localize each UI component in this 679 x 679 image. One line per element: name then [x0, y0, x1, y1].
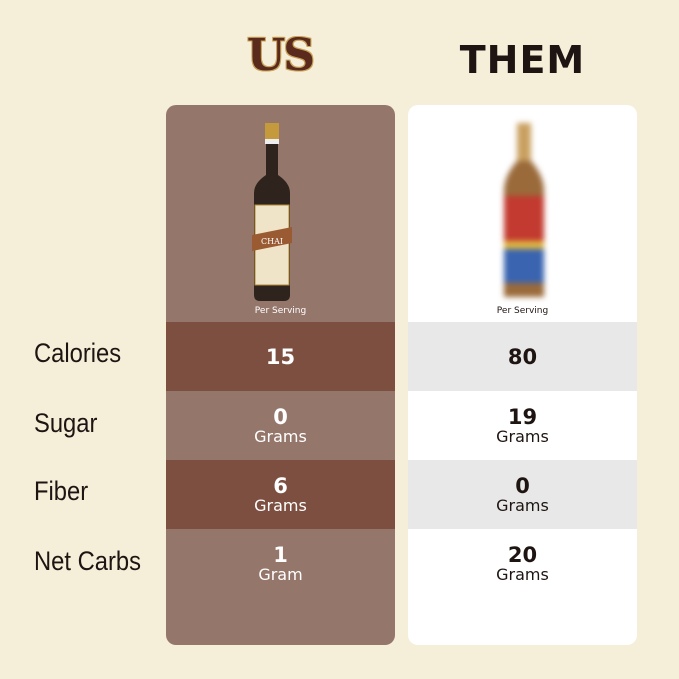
them-sugar-value: 19	[507, 404, 538, 429]
them-per-serving: Per Serving	[496, 306, 549, 316]
them-sugar-unit: Grams	[496, 426, 549, 446]
them-calories-value: 80	[507, 344, 538, 369]
them-calories-row: 80	[408, 322, 637, 391]
them-product-bottle-image	[504, 123, 544, 297]
them-sugar-row: 19 Grams	[408, 391, 637, 460]
us-net-carbs-unit: Gram	[258, 564, 303, 584]
them-net-carbs-row: 20 Grams	[408, 529, 637, 598]
them-net-carbs-unit: Grams	[496, 564, 549, 584]
label-sugar: Sugar	[34, 408, 98, 438]
label-net-carbs: Net Carbs	[34, 546, 141, 576]
us-sugar-row: 0 Grams	[166, 391, 395, 460]
us-calories-value: 15	[265, 344, 296, 369]
us-fiber-row: 6 Grams	[166, 460, 395, 529]
us-title: US	[246, 30, 315, 81]
them-fiber-value: 0	[515, 473, 530, 498]
us-fiber-value: 6	[273, 473, 288, 498]
them-title: THEM	[459, 38, 586, 82]
them-net-carbs-value: 20	[507, 542, 538, 567]
us-card: CHAI Per Serving 15 0 Grams 6 Grams 1 Gram	[166, 105, 395, 645]
them-card: Per Serving 80 19 Grams 0 Grams 20 Grams	[408, 105, 637, 645]
label-fiber: Fiber	[34, 476, 89, 506]
svg-text:CHAI: CHAI	[261, 237, 283, 246]
us-sugar-unit: Grams	[254, 426, 307, 446]
label-calories: Calories	[34, 338, 122, 368]
us-per-serving: Per Serving	[254, 306, 307, 316]
us-net-carbs-row: 1 Gram	[166, 529, 395, 598]
them-fiber-unit: Grams	[496, 495, 549, 515]
us-fiber-unit: Grams	[254, 495, 307, 515]
us-calories-row: 15	[166, 322, 395, 391]
us-net-carbs-value: 1	[273, 542, 288, 567]
us-sugar-value: 0	[273, 404, 288, 429]
them-fiber-row: 0 Grams	[408, 460, 637, 529]
us-product-bottle-image: CHAI	[252, 123, 292, 301]
